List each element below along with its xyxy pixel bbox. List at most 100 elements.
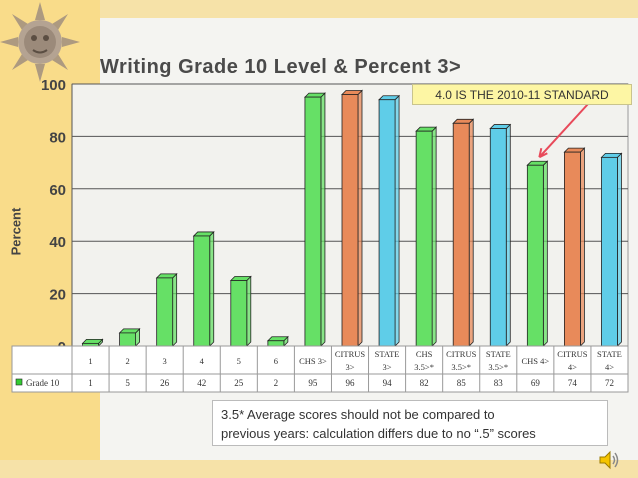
x-tick-label: STATE [375,349,400,359]
bar-top [415,126,438,132]
bar-front [119,332,136,347]
x-tick-label: CHS 3> [299,356,327,366]
bar-side [617,152,622,347]
x-tick-label: 3.5>* [414,362,434,372]
bar-top [452,118,475,124]
bar [341,89,363,347]
footnote-box: 3.5* Average scores should not be compar… [212,400,608,446]
x-tick-label: CITRUS [446,349,477,359]
x-tick-label: 3 [163,356,167,366]
x-tick-label: 1 [88,356,92,366]
bar-top [303,92,326,98]
bar-side [580,147,585,347]
x-tick-label: CITRUS [557,349,588,359]
bar-front [156,277,174,347]
bar-front [489,128,507,347]
data-label: 82 [420,378,429,388]
bar-front [564,151,581,347]
bar-top [526,160,549,166]
data-label: 95 [308,378,318,388]
data-label: 83 [494,378,504,388]
data-label: 72 [605,378,614,388]
speaker-icon[interactable] [598,450,620,470]
standard-callout: 4.0 IS THE 2010-11 STANDARD [412,84,632,105]
bar-front [415,130,433,347]
bar-top [229,276,252,281]
table-frame [11,345,629,393]
x-tick-label: CITRUS [335,349,366,359]
y-tick-label: 80 [49,129,66,146]
data-label: 94 [383,378,393,388]
x-tick-label: 2 [125,356,129,366]
data-label: 74 [568,378,578,388]
x-tick-label: CHS [416,349,433,359]
x-tick-label: 4> [605,362,614,372]
bar-front [230,280,248,347]
y-tick-label: 100 [41,77,66,94]
bar-side [246,275,252,347]
y-tick-label: 40 [49,234,66,251]
x-tick-label: STATE [597,349,622,359]
bar-side [320,92,326,347]
bar-side [468,118,474,347]
bar-side [394,94,400,347]
data-label: 1 [88,378,93,388]
data-label: 26 [160,378,170,388]
bar-front [452,122,470,347]
bar-front [341,94,359,347]
bar-front [601,156,618,347]
y-tick-label: 20 [49,287,66,304]
data-label: 2 [274,378,279,388]
x-tick-label: 3> [383,362,392,372]
bar [81,338,104,347]
data-label: 5 [125,378,130,388]
bar-front [378,99,396,347]
bar [415,126,438,347]
bar-side [542,160,548,347]
bar [452,118,475,347]
bar-top [192,231,215,237]
data-label: 85 [457,378,467,388]
data-label: 25 [234,378,244,388]
bar-side [505,123,511,347]
x-tick-label: CHS 4> [521,356,549,366]
bar-top [155,273,178,279]
bar-top [341,90,363,95]
bar-top [563,147,586,153]
bar [229,275,252,347]
bar [155,272,178,347]
bar [303,92,326,347]
x-tick-label: 3.5>* [488,362,508,372]
data-label: 96 [346,378,356,388]
arrow [538,103,589,159]
y-tick-labels: 020406080100 [41,77,66,356]
bars [81,89,623,347]
bar-top [266,336,289,342]
sun-face-icon [0,2,80,82]
bar [526,160,549,347]
bar-front [267,340,285,347]
bar [489,123,512,347]
bar-side [209,230,215,347]
x-tick-label: STATE [486,349,511,359]
footnote-line-2: previous years: calculation differs due … [221,426,536,441]
x-tick-label: 4> [568,362,577,372]
bar [563,147,586,347]
bar [600,152,623,347]
x-tick-label: 4 [200,356,205,366]
bar-front [526,164,544,347]
bar-top [489,124,512,129]
bar-front [304,96,322,347]
bar [118,327,141,347]
bar-top [81,338,104,344]
bar [192,230,215,347]
legend-marker [15,378,23,386]
x-tick-label: 6 [274,356,278,366]
bar-top [118,328,141,334]
bar-top [600,152,623,158]
bar-side [357,89,363,347]
x-tick-label: 3> [345,362,354,372]
legend-series-name: Grade 10 [26,378,60,388]
